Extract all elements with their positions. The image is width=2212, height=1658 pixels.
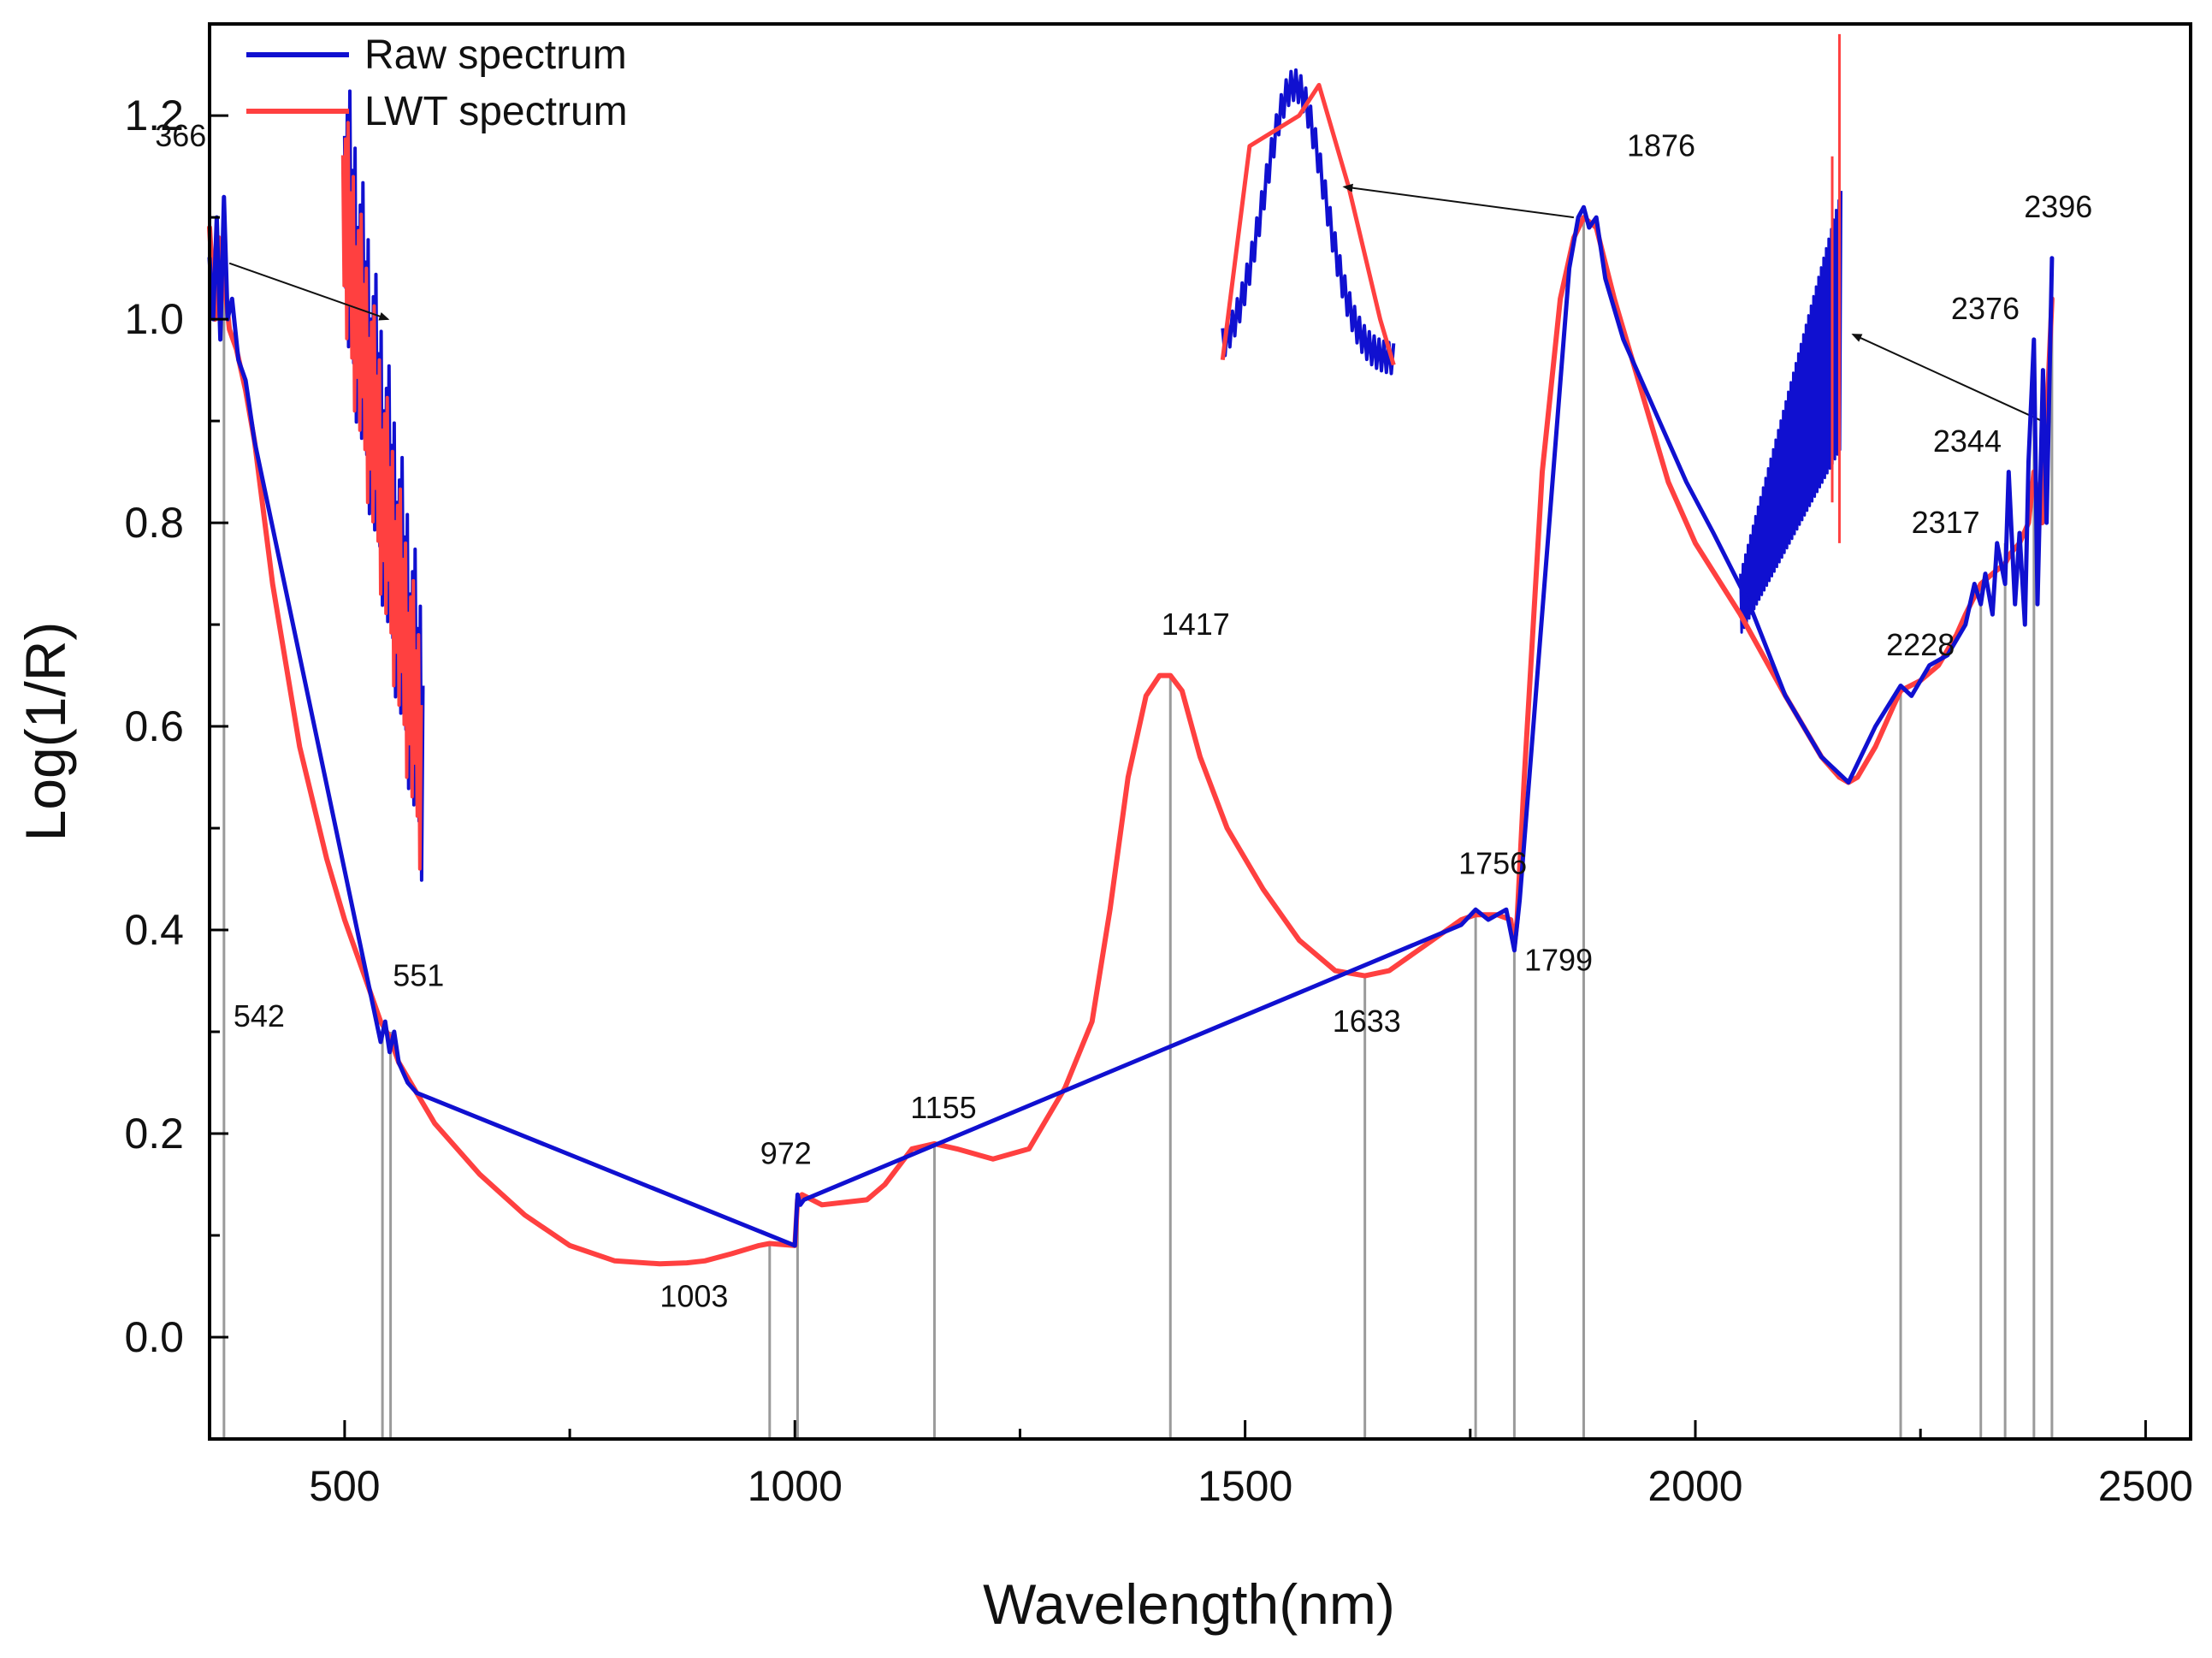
peak-lines [222,217,2054,1439]
x-axis-title: Wavelength(nm) [983,1572,1395,1636]
peak-label: 2376 [1951,291,2020,326]
inset-lwt-bell [1220,82,1396,366]
peak-label: 1756 [1458,846,1527,881]
y-tick-label: 0.8 [124,499,184,547]
series-layer [207,194,2055,1267]
peak-label: 1003 [659,1278,728,1313]
legend: Raw spectrum LWT spectrum [246,33,628,134]
insets [228,33,2043,882]
inset-raw-tail [1739,191,1842,634]
peak-label: 1417 [1162,607,1230,642]
peak-label: 2396 [2024,189,2092,224]
peak-label: 972 [760,1136,812,1171]
peak-label: 2228 [1886,627,1955,662]
plot-frame [208,22,2192,1441]
peak-label: 1155 [910,1090,976,1125]
y-tick-label: 0.4 [124,906,184,954]
peak-label: 2317 [1912,505,1980,540]
peak-label: 542 [234,998,285,1033]
peak-label: 1876 [1627,128,1695,163]
y-tick-label: 0.0 [124,1313,184,1361]
peak-label: 366 [155,118,206,153]
peak-label: 2344 [1933,423,2002,459]
inset-arrow-366 [228,262,390,321]
y-axis-ticks: 0.0 0.2 0.4 0.6 0.8 1.0 1.2 [124,92,228,1361]
peak-label: 1799 [1524,943,1593,978]
inset-arrow-1876 [1342,183,1575,219]
inset-arrow-2396 [1851,334,2043,422]
inset-raw-bell [1221,68,1396,376]
inset-lwt-noise [340,121,423,871]
inset-raw-noise [342,89,425,882]
x-axis-ticks: 500 1000 1500 2000 2500 [309,1420,2193,1510]
x-tick-label: 2500 [2098,1462,2193,1510]
legend-raw-label: Raw spectrum [364,33,627,78]
raw-spectrum-line [207,194,2055,1248]
peak-label: 551 [393,957,444,992]
y-tick-label: 1.2 [124,92,184,139]
x-tick-label: 500 [309,1462,380,1510]
x-tick-label: 2000 [1647,1462,1742,1510]
y-tick-label: 1.0 [124,295,184,343]
x-tick-label: 1500 [1198,1462,1292,1510]
peak-label: 1633 [1333,1004,1401,1039]
legend-lwt-label: LWT spectrum [364,89,628,134]
peak-labels: 366 542 551 972 1003 1155 1417 1633 1756 1799 1876… [155,118,2092,1314]
y-tick-label: 0.6 [124,702,184,750]
y-tick-label: 0.2 [124,1110,184,1158]
x-tick-label: 1000 [748,1462,843,1510]
y-axis-title: Log(1/R) [14,622,77,842]
